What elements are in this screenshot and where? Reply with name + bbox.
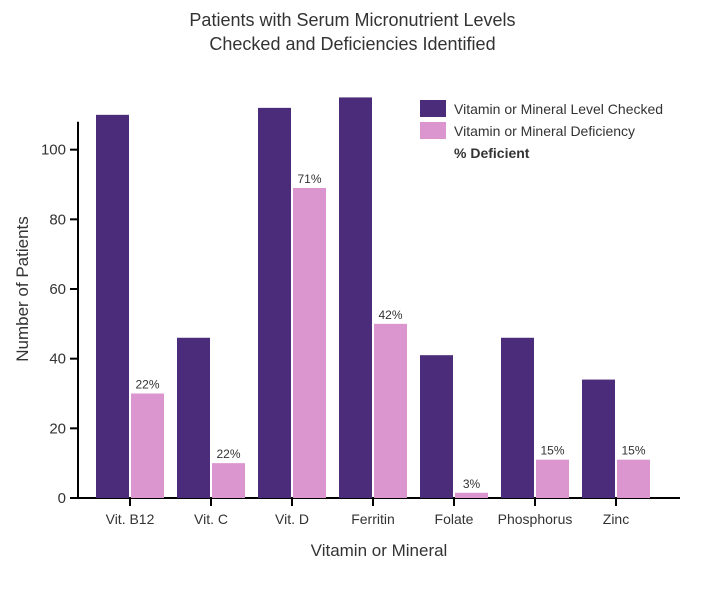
y-tick-label: 40 — [49, 351, 66, 368]
percent-label: 22% — [135, 378, 159, 392]
y-tick-label: 0 — [58, 490, 66, 507]
category-label: Vit. C — [194, 511, 228, 527]
category-label: Folate — [435, 511, 474, 527]
y-tick-label: 20 — [49, 420, 66, 437]
legend-swatch-deficiency — [420, 122, 446, 139]
legend-label-percent: % Deficient — [454, 145, 530, 161]
bar-deficiency — [293, 188, 326, 498]
percent-label: 15% — [621, 444, 645, 458]
chart-container: Patients with Serum Micronutrient Levels… — [0, 0, 705, 592]
bar-checked — [339, 97, 372, 498]
legend-swatch-checked — [420, 100, 446, 117]
y-tick-label: 60 — [49, 281, 66, 298]
bar-deficiency — [536, 460, 569, 498]
percent-label: 22% — [216, 447, 240, 461]
category-label: Vit. D — [275, 511, 309, 527]
category-label: Ferritin — [351, 511, 395, 527]
bar-checked — [96, 115, 129, 498]
bar-deficiency — [212, 463, 245, 498]
percent-label: 42% — [378, 308, 402, 322]
y-axis-title: Number of Patients — [13, 216, 32, 362]
chart-svg: 0 20 40 60 80 100 22% Vit. B12 22% Vit. C 71% Vit. … — [0, 0, 705, 592]
bar-deficiency — [374, 324, 407, 498]
bar-checked — [258, 108, 291, 498]
legend-label-deficiency: Vitamin or Mineral Deficiency — [454, 123, 635, 139]
bar-checked — [420, 355, 453, 498]
category-label: Phosphorus — [498, 511, 573, 527]
bar-deficiency — [617, 460, 650, 498]
bar-deficiency — [131, 394, 164, 499]
y-tick-label: 100 — [41, 142, 66, 159]
percent-label: 15% — [540, 444, 564, 458]
bar-checked — [177, 338, 210, 498]
bar-checked — [582, 380, 615, 498]
percent-label: 71% — [297, 172, 321, 186]
y-tick-label: 80 — [49, 211, 66, 228]
category-label: Zinc — [603, 511, 629, 527]
category-label: Vit. B12 — [106, 511, 155, 527]
percent-label: 3% — [463, 477, 481, 491]
x-axis-title: Vitamin or Mineral — [311, 541, 448, 560]
bar-deficiency — [455, 493, 488, 498]
legend-label-checked: Vitamin or Mineral Level Checked — [454, 101, 663, 117]
bar-checked — [501, 338, 534, 498]
